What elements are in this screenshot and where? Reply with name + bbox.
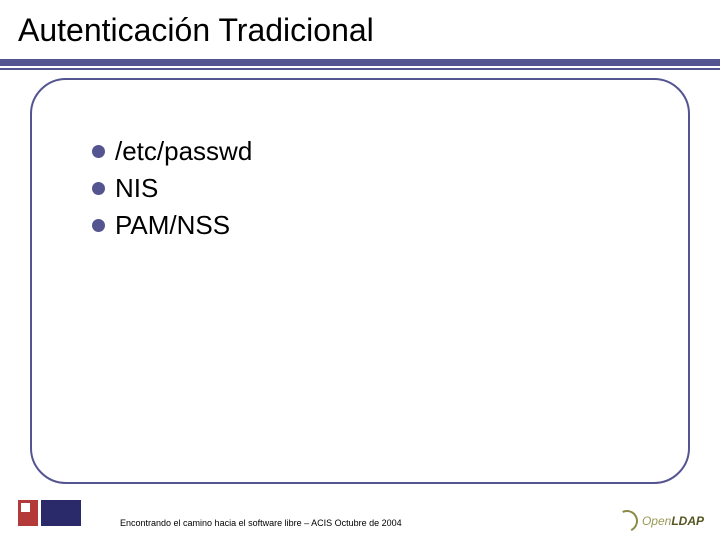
list-item: NIS [92, 173, 688, 204]
bullet-icon [92, 182, 105, 195]
footer: Encontrando el camino hacia el software … [0, 490, 720, 540]
acis-logo [18, 500, 82, 534]
title-area: Autenticación Tradicional [0, 0, 720, 57]
divider-thick [0, 59, 720, 66]
bullet-list: /etc/passwd NIS PAM/NSS [32, 80, 688, 241]
bullet-text: /etc/passwd [115, 136, 252, 167]
list-item: /etc/passwd [92, 136, 688, 167]
acis-text-icon [41, 500, 81, 526]
swirl-icon [613, 507, 641, 535]
bullet-icon [92, 145, 105, 158]
bullet-icon [92, 219, 105, 232]
bullet-text: PAM/NSS [115, 210, 230, 241]
content-box: /etc/passwd NIS PAM/NSS [30, 78, 690, 484]
openldap-logo: OpenLDAP [616, 510, 704, 532]
openldap-text: OpenLDAP [642, 514, 704, 528]
openldap-part2: LDAP [671, 514, 704, 528]
openldap-part1: Open [642, 514, 671, 528]
bullet-text: NIS [115, 173, 158, 204]
footer-caption: Encontrando el camino hacia el software … [120, 518, 402, 528]
list-item: PAM/NSS [92, 210, 688, 241]
divider-thin [0, 68, 720, 70]
slide-title: Autenticación Tradicional [18, 12, 720, 49]
acis-badge-icon [18, 500, 38, 526]
